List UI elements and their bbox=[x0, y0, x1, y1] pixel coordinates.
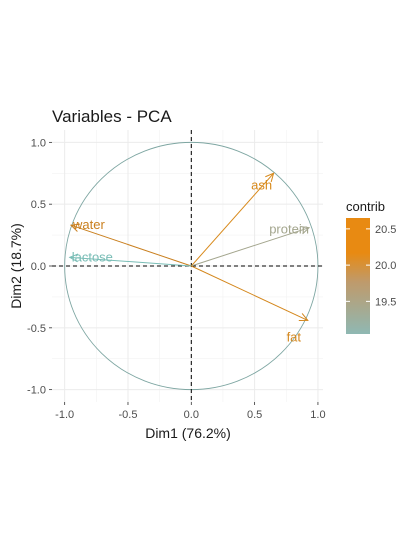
arrow-protein bbox=[191, 227, 310, 267]
variable-ash: ash bbox=[190, 172, 275, 267]
arrowhead-fat bbox=[298, 313, 309, 322]
y-axis-ticks: -1.0 -0.5 0.0 0.5 1.0 bbox=[27, 137, 52, 397]
variable-protein: protein bbox=[191, 222, 311, 267]
arrow-ash bbox=[190, 172, 274, 267]
y-axis-title: Dim2 (18.7%) bbox=[8, 223, 24, 309]
y-tick-label: 0.5 bbox=[31, 199, 46, 211]
x-tick-label: -0.5 bbox=[118, 409, 137, 421]
legend-tick-label: 20.5 bbox=[375, 224, 396, 236]
arrowhead-ash bbox=[265, 172, 275, 183]
contrib-legend: contrib 20.5 20.0 19.5 bbox=[346, 199, 396, 334]
label-water: water bbox=[72, 217, 105, 232]
variable-water: water bbox=[69, 217, 192, 267]
legend-ticks: 20.5 20.0 19.5 bbox=[346, 224, 396, 308]
y-tick-label: 1.0 bbox=[31, 137, 46, 149]
y-tick-label: -1.0 bbox=[27, 385, 46, 397]
arrow-fat bbox=[191, 265, 309, 321]
chart-title: Variables - PCA bbox=[52, 107, 172, 126]
label-protein: protein bbox=[269, 222, 309, 237]
legend-colorbar bbox=[346, 218, 370, 334]
label-fat: fat bbox=[287, 329, 302, 344]
legend-title: contrib bbox=[346, 199, 385, 214]
label-lactose: lactose bbox=[72, 249, 113, 264]
x-axis-title: Dim1 (76.2%) bbox=[145, 425, 231, 441]
variable-fat: fat bbox=[191, 265, 309, 344]
x-tick-label: 0.5 bbox=[247, 409, 262, 421]
x-tick-label: 1.0 bbox=[310, 409, 325, 421]
y-tick-label: -0.5 bbox=[27, 323, 46, 335]
y-tick-label: 0.0 bbox=[31, 261, 46, 273]
x-tick-label: -1.0 bbox=[55, 409, 74, 421]
x-tick-label: 0.0 bbox=[184, 409, 199, 421]
label-ash: ash bbox=[251, 177, 272, 192]
legend-tick-label: 19.5 bbox=[375, 296, 396, 308]
arrow-lactose bbox=[69, 256, 192, 267]
arrowhead-lactose bbox=[68, 253, 79, 263]
variable-arrows: ash protein water lactose fat bbox=[68, 172, 311, 344]
variable-lactose: lactose bbox=[68, 249, 192, 267]
x-axis-ticks: -1.0 -0.5 0.0 0.5 1.0 bbox=[55, 402, 326, 421]
arrowhead-water bbox=[69, 223, 80, 232]
legend-tick-label: 20.0 bbox=[375, 260, 396, 272]
arrow-water bbox=[70, 224, 192, 267]
arrowhead-protein bbox=[300, 225, 311, 235]
